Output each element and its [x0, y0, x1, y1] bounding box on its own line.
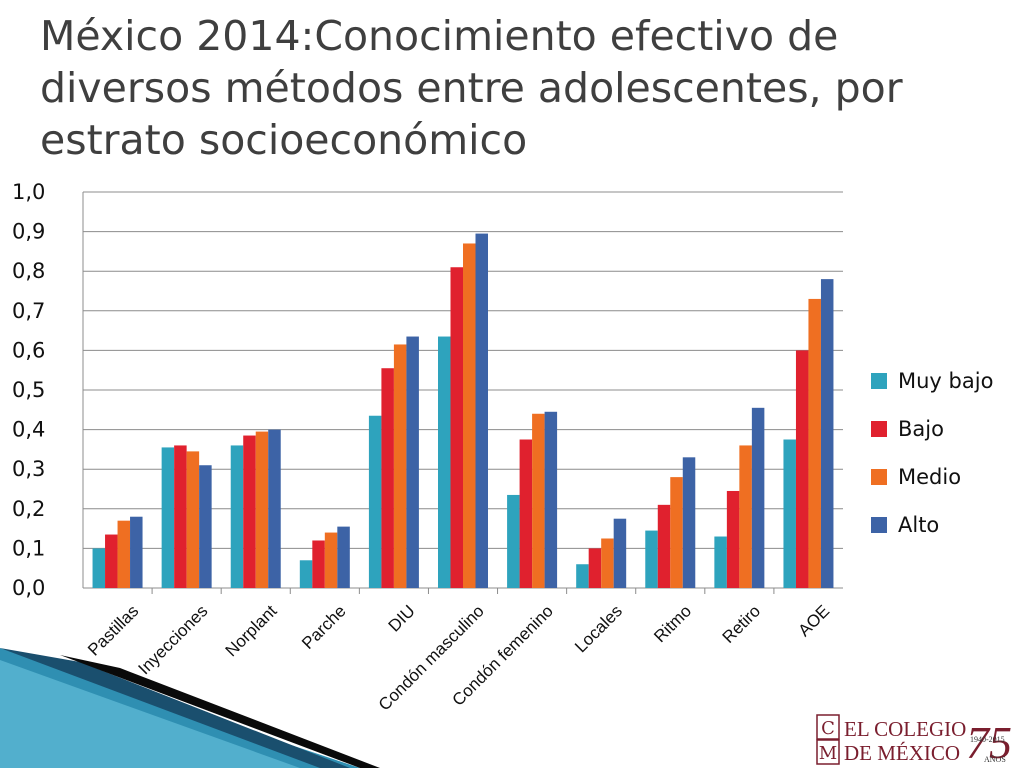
- logo-monogram-bottom: M: [819, 743, 837, 764]
- y-tick-label: 1,0: [12, 180, 45, 204]
- bar: [820, 279, 834, 588]
- bar: [519, 439, 533, 588]
- logo-anniversary: 75: [966, 717, 1012, 766]
- bar: [199, 465, 212, 588]
- bars: [92, 233, 834, 589]
- bar: [576, 564, 589, 588]
- bar: [186, 451, 200, 588]
- logo-monogram-top: C: [821, 718, 835, 739]
- bar: [337, 526, 350, 588]
- x-tick-label: Retiro: [719, 601, 765, 647]
- bar: [808, 298, 821, 588]
- logo-line-1: EL COLEGIO: [844, 717, 966, 741]
- bar: [726, 490, 740, 588]
- bar: [393, 344, 407, 588]
- el-colegio-de-mexico-logo: C M EL COLEGIO DE MÉXICO 75 1940-2015 AÑ…: [816, 714, 1012, 766]
- legend-swatch: [871, 421, 887, 437]
- y-tick-label: 0,6: [12, 338, 45, 362]
- bar: [657, 504, 671, 588]
- legend-label: Alto: [898, 513, 939, 537]
- y-tick-label: 0,9: [12, 220, 45, 244]
- x-tick-label: Norplant: [222, 601, 281, 660]
- y-tick-label: 0,1: [12, 536, 45, 560]
- logo-years: 1940-2015: [970, 735, 1005, 744]
- legend-swatch: [871, 517, 887, 533]
- bar: [682, 457, 696, 588]
- bar: [783, 439, 796, 588]
- logo-years-word: AÑOS: [984, 754, 1006, 764]
- bar: [324, 532, 338, 588]
- bar: [751, 407, 765, 588]
- x-tick-label: Pastillas: [84, 601, 142, 659]
- legend-swatch: [871, 469, 887, 485]
- legend-label: Bajo: [898, 417, 944, 441]
- bar: [795, 350, 809, 588]
- y-tick-label: 0,7: [12, 299, 45, 323]
- x-tick-label: AOE: [794, 601, 833, 640]
- bar: [130, 516, 143, 588]
- y-axis-ticks: 0,0 0,1 0,2 0,3 0,4 0,5 0,6 0,7 0,8 0,9 1,0: [12, 180, 45, 600]
- bar: [243, 435, 256, 588]
- bar: [92, 548, 106, 588]
- bar: [268, 429, 281, 588]
- bar: [406, 336, 419, 588]
- bar: [532, 413, 545, 588]
- bar: [438, 336, 451, 588]
- bar: [230, 445, 244, 588]
- bar: [368, 415, 382, 588]
- bar: [117, 520, 131, 588]
- bar: [381, 368, 394, 588]
- y-tick-label: 0,5: [12, 378, 45, 402]
- y-tick-label: 0,2: [12, 497, 45, 521]
- x-tick-label: Locales: [571, 601, 626, 656]
- bar: [613, 518, 627, 588]
- bar: [601, 538, 614, 588]
- bar: [312, 540, 325, 588]
- bar: [645, 530, 658, 588]
- bar: [714, 536, 727, 588]
- legend: Muy bajo Bajo Medio Alto: [871, 369, 993, 537]
- y-tick-label: 0,8: [12, 259, 45, 283]
- legend-swatch: [871, 373, 887, 389]
- bar: [450, 267, 463, 588]
- bar: [105, 534, 118, 588]
- x-tick-label: DIU: [385, 601, 419, 635]
- corner-ribbon-decoration: [0, 648, 380, 768]
- x-tick-label: Inyecciones: [135, 601, 212, 678]
- y-tick-label: 0,0: [12, 576, 45, 600]
- legend-label: Medio: [898, 465, 961, 489]
- legend-label: Muy bajo: [898, 369, 993, 393]
- y-tick-label: 0,4: [12, 418, 45, 442]
- y-tick-label: 0,3: [12, 457, 45, 481]
- bar: [670, 477, 683, 588]
- bar: [161, 447, 175, 588]
- bar: [507, 494, 520, 588]
- bar: [299, 560, 313, 588]
- bar: [588, 548, 602, 588]
- bar: [174, 445, 187, 588]
- bar: [463, 243, 476, 589]
- logo-line-2: DE MÉXICO: [844, 741, 960, 765]
- bar: [475, 233, 488, 588]
- bar: [544, 411, 558, 588]
- slide-title: México 2014:Conocimiento efectivo de div…: [40, 12, 903, 164]
- x-tick-label: Parche: [298, 601, 350, 653]
- bar: [255, 431, 269, 588]
- bar: [739, 445, 752, 588]
- x-tick-label: Ritmo: [650, 601, 695, 646]
